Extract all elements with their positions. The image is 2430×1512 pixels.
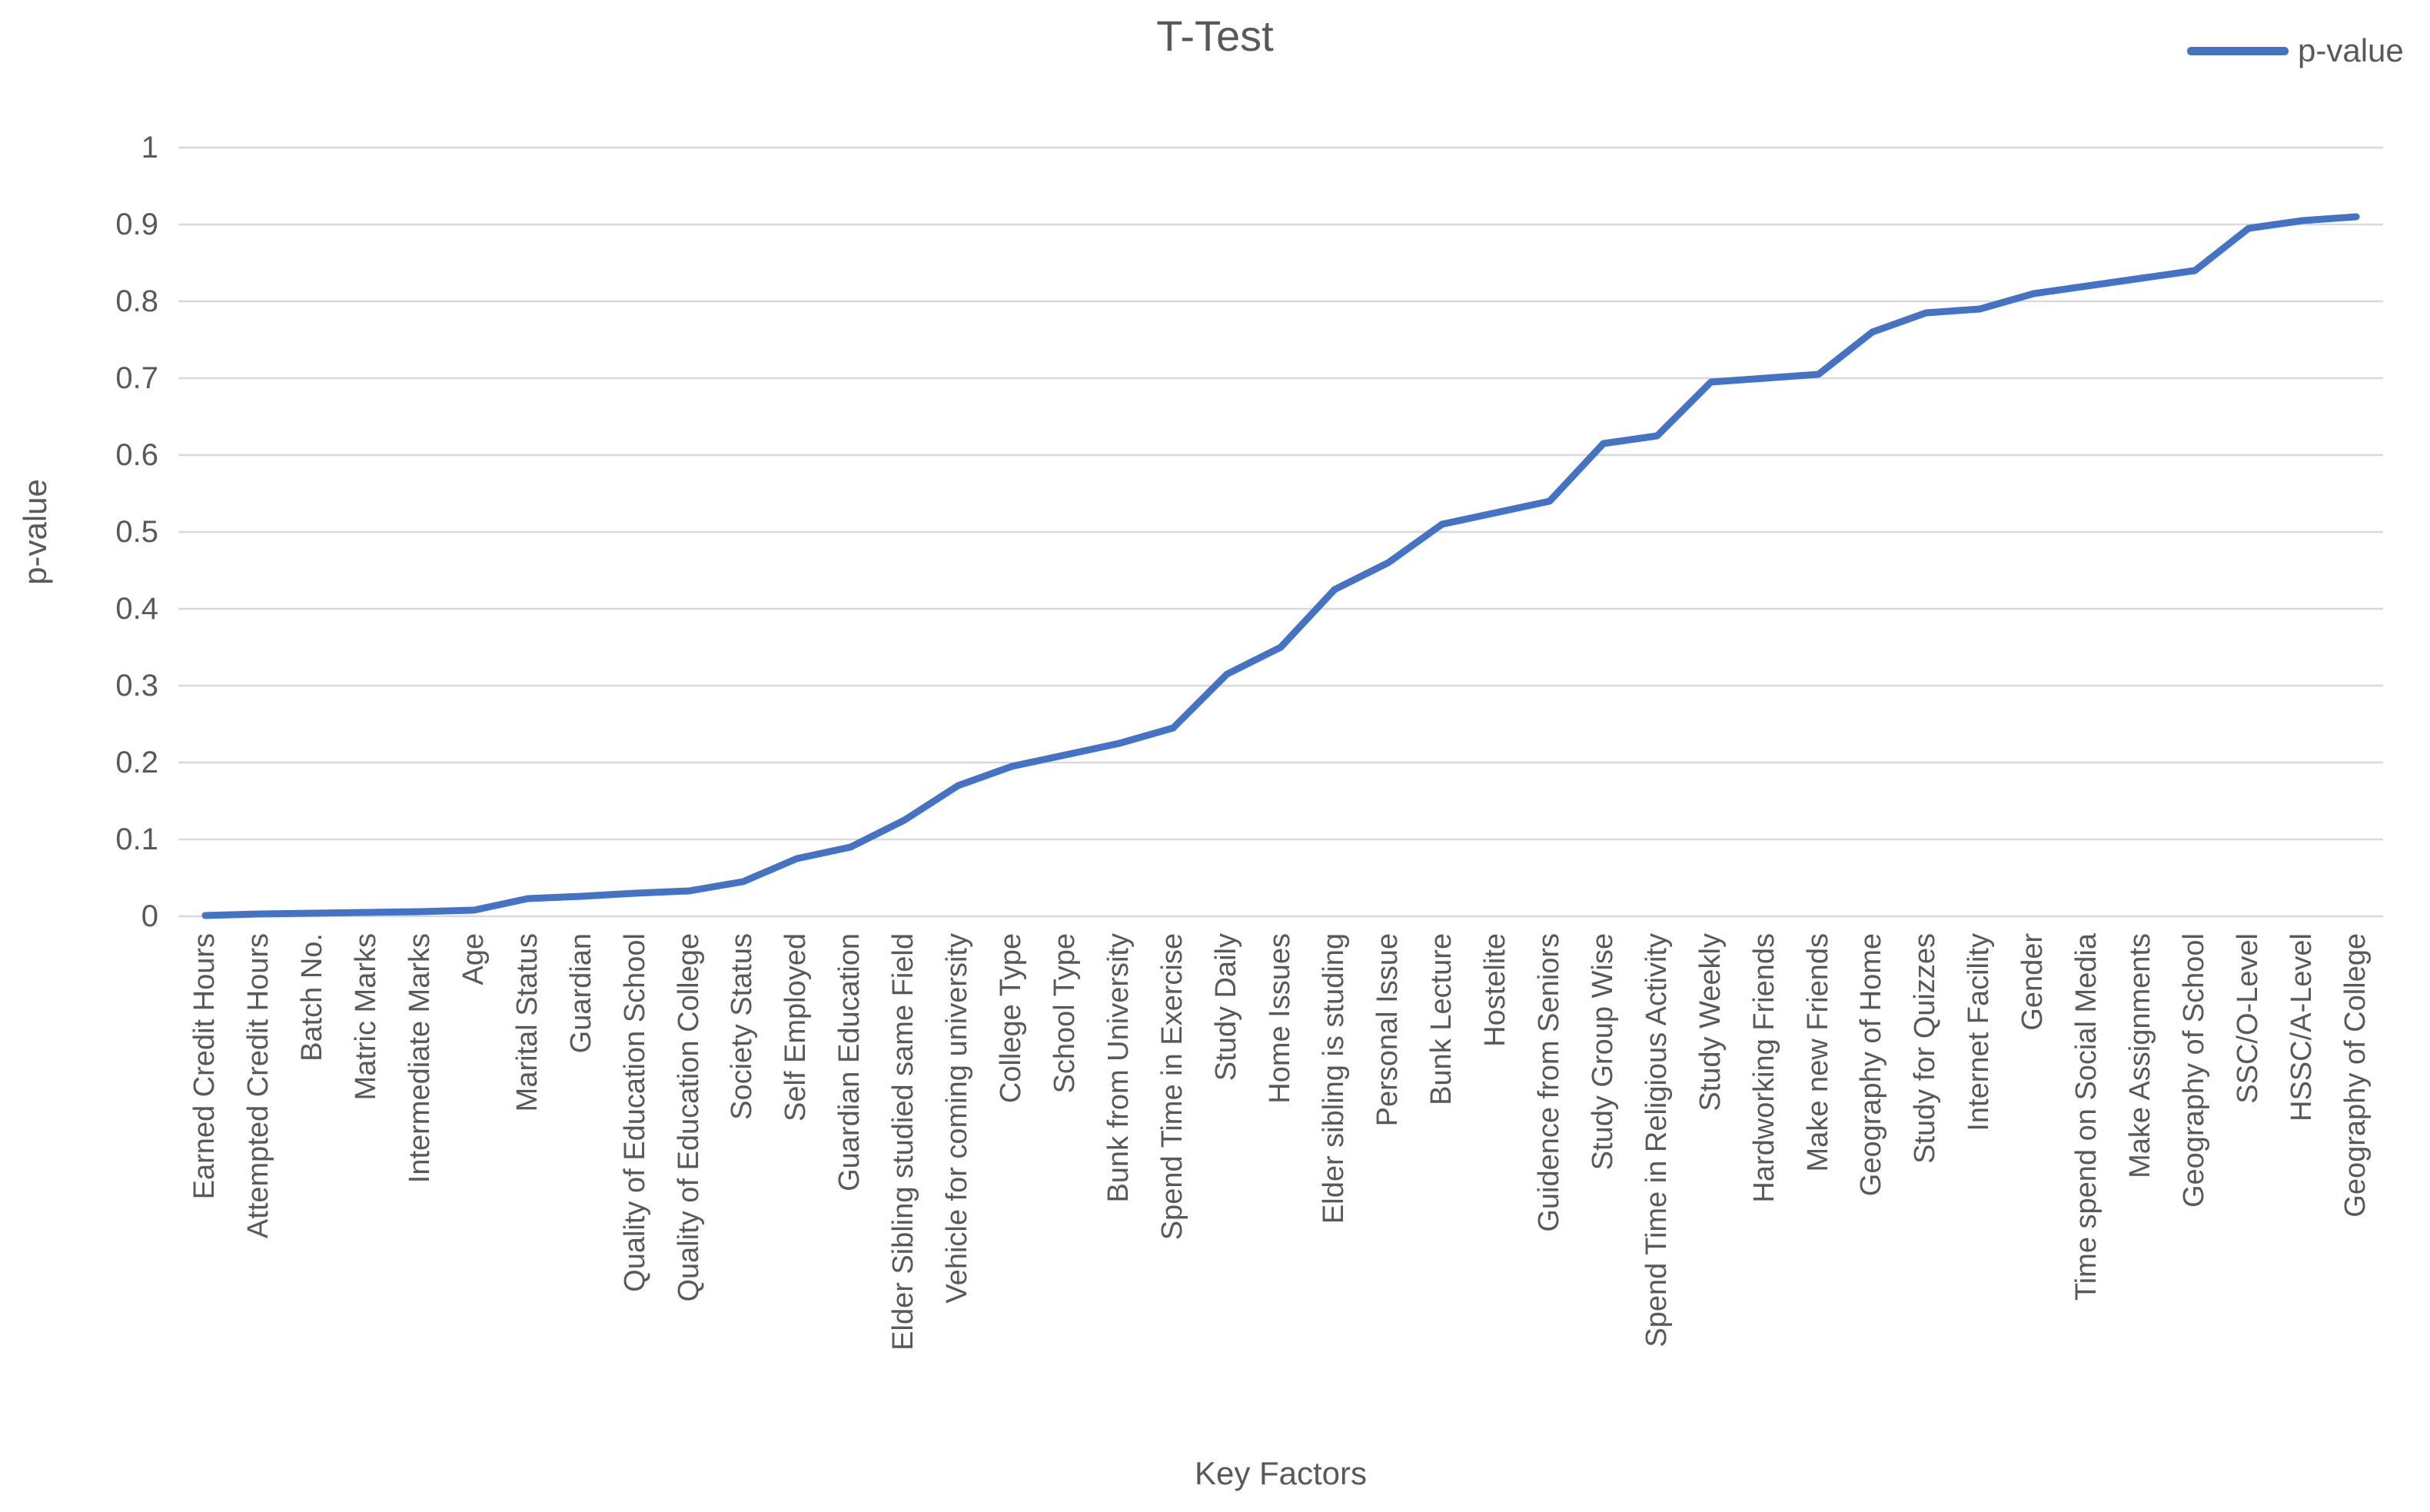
- x-tick-label: Make Assignments: [2124, 933, 2157, 1178]
- y-tick-label: 0.2: [115, 746, 158, 779]
- x-tick-label: Home Issues: [1264, 933, 1297, 1104]
- x-tick-label: Guidence from Seniors: [1532, 933, 1565, 1232]
- x-tick-label: Gender: [2016, 933, 2049, 1031]
- legend-label: p-value: [2298, 32, 2404, 68]
- y-tick-label: 0: [141, 899, 158, 933]
- x-tick-label: Elder sibling is studing: [1318, 933, 1351, 1225]
- x-tick-label: Study Group Wise: [1586, 933, 1619, 1171]
- x-tick-label: Spend Time in Exercise: [1156, 933, 1189, 1241]
- x-tick-label: Quality of Education College: [672, 933, 705, 1302]
- y-tick-label: 0.7: [115, 361, 158, 395]
- x-tick-label: Hostelite: [1478, 933, 1511, 1047]
- y-tick-label: 1: [141, 131, 158, 164]
- y-tick-label: 0.6: [115, 438, 158, 472]
- x-tick-label: Bunk Lecture: [1425, 933, 1458, 1105]
- x-tick-label: Matric Marks: [349, 933, 382, 1101]
- y-tick-label: 0.8: [115, 284, 158, 318]
- x-tick-label: Time spend on Social Media: [2070, 933, 2103, 1301]
- x-tick-label: Self Employed: [780, 933, 813, 1122]
- x-tick-label: Marital Status: [510, 933, 544, 1112]
- x-tick-label: Guardian: [564, 933, 597, 1054]
- x-tick-label: Intermediate Marks: [403, 933, 436, 1184]
- y-axis-title: p-value: [17, 479, 53, 585]
- x-tick-label: Age: [457, 933, 490, 985]
- x-tick-label: Guardian Education: [833, 933, 866, 1191]
- x-tick-label: Society Status: [726, 933, 759, 1120]
- x-tick-label: Vehicle for coming university: [941, 933, 974, 1304]
- x-tick-label: Geography of School: [2178, 933, 2211, 1208]
- x-tick-label: Study for Quizzes: [1909, 933, 1942, 1164]
- x-tick-label: Earned Credit Hours: [188, 933, 221, 1200]
- chart-title: T-Test: [1156, 12, 1274, 60]
- x-tick-label: Personal Issue: [1371, 933, 1404, 1127]
- x-tick-label: Quality of Education School: [618, 933, 651, 1292]
- x-tick-label: Geography of Home: [1855, 933, 1888, 1197]
- x-tick-label: Study Daily: [1210, 933, 1243, 1082]
- x-tick-label: School Type: [1049, 933, 1082, 1094]
- y-tick-label: 0.9: [115, 208, 158, 241]
- x-tick-label: Internet Facility: [1963, 933, 1996, 1132]
- x-tick-label: Geography of College: [2339, 933, 2372, 1218]
- x-tick-label: Bunk from University: [1102, 933, 1135, 1203]
- legend-line-swatch: [2187, 46, 2289, 55]
- x-tick-label: Hardworking Friends: [1747, 933, 1780, 1203]
- x-tick-label: Batch No.: [296, 933, 329, 1062]
- x-tick-label: Make new Friends: [1801, 933, 1834, 1172]
- legend[interactable]: p-value: [2187, 29, 2404, 72]
- x-tick-label: HSSC/A-Level: [2285, 933, 2319, 1122]
- x-tick-label: College Type: [995, 933, 1028, 1104]
- y-tick-label: 0.5: [115, 515, 158, 549]
- y-tick-label: 0.1: [115, 822, 158, 856]
- y-tick-label: 0.3: [115, 669, 158, 703]
- x-tick-label: SSC/O-Level: [2232, 933, 2265, 1104]
- x-axis-title: Key Factors: [1194, 1455, 1368, 1491]
- x-tick-label: Study Weekly: [1694, 933, 1727, 1112]
- p-value-line: [201, 213, 2360, 919]
- x-tick-label: Attempted Credit Hours: [242, 933, 275, 1239]
- y-tick-label: 0.4: [115, 592, 158, 626]
- x-tick-label: Spend Time in Religious Activity: [1640, 933, 1673, 1348]
- x-tick-label: Elder Sibling studied same Field: [887, 933, 920, 1351]
